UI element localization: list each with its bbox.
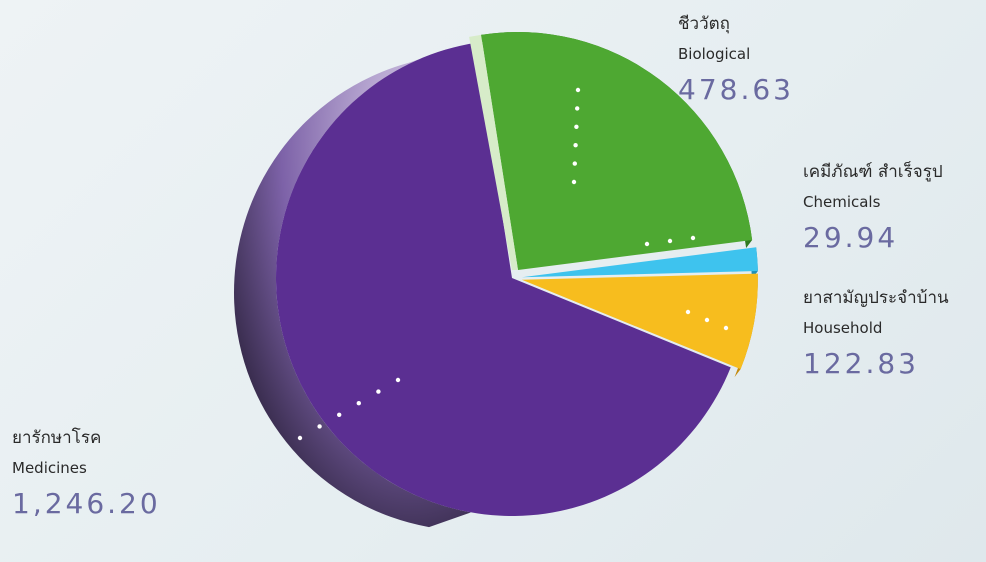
biological-value: 478.63 (678, 73, 794, 106)
label-biological: ชีววัตถุ Biological 478.63 (678, 10, 794, 106)
leader-dot-biological (575, 106, 580, 111)
pie-slice-biological (481, 32, 753, 271)
medicines-slice-side (234, 48, 472, 528)
leader-dot-biological (572, 161, 577, 166)
leader-dot-chemicals (690, 235, 696, 241)
leader-dot-household (704, 317, 710, 323)
chemicals-value: 29.94 (803, 221, 899, 254)
leader-dot-household (685, 309, 691, 315)
pie-slice-household (521, 273, 758, 370)
leader-dot-medicines (317, 424, 322, 429)
leader-dot-chemicals (644, 241, 650, 247)
leader-dot-medicines (337, 412, 342, 417)
leader-dot-medicines (297, 435, 303, 441)
biological-slice-edge (469, 34, 519, 271)
leader-dot-biological (573, 143, 578, 148)
leader-dot-biological (574, 124, 579, 129)
biological-english-label: Biological (678, 45, 751, 63)
leader-dot-biological (575, 87, 581, 93)
household-thai-label: ยาสามัญประจำบ้าน (803, 288, 949, 308)
household-english-label: Household (803, 319, 883, 337)
biological-thai-label: ชีววัตถุ (678, 14, 730, 34)
leader-dot-medicines (356, 401, 361, 406)
leader-dot-chemicals (667, 238, 673, 244)
label-chemicals: เคมีภัณฑ์ สำเร็จรูป Chemicals 29.94 (803, 158, 943, 254)
pie-slice-chemicals (521, 247, 758, 278)
chemicals-english-label: Chemicals (803, 193, 881, 211)
leader-dot-biological (571, 179, 577, 185)
label-medicines: ยารักษาโรค Medicines 1,246.20 (12, 424, 161, 520)
leader-dot-household (723, 325, 729, 331)
label-household: ยาสามัญประจำบ้าน Household 122.83 (803, 284, 949, 380)
household-value: 122.83 (803, 347, 919, 380)
medicines-thai-label: ยารักษาโรค (12, 428, 102, 448)
medicines-english-label: Medicines (12, 459, 87, 477)
leader-dot-medicines (395, 377, 401, 383)
leader-dot-medicines (376, 389, 381, 394)
pie-slice-medicines (276, 42, 731, 516)
chemicals-thai-label: เคมีภัณฑ์ สำเร็จรูป (803, 162, 943, 182)
medicines-value: 1,246.20 (12, 487, 161, 520)
